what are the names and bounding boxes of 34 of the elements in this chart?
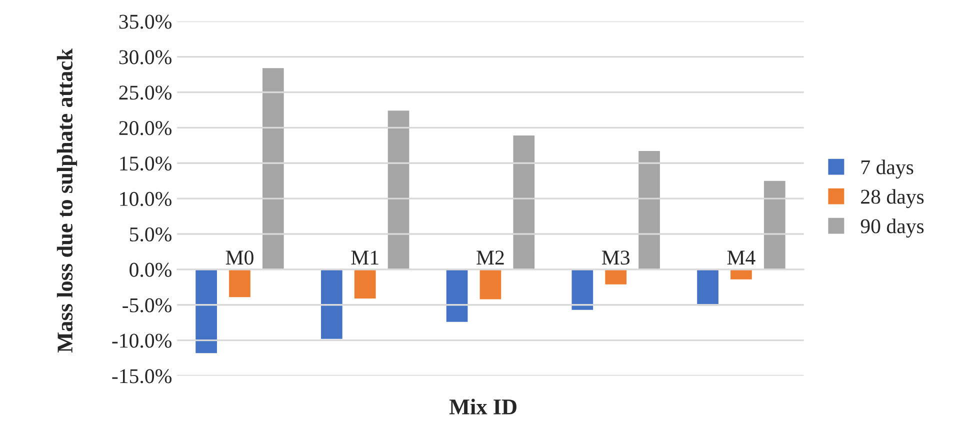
bar	[320, 268, 344, 340]
y-tick-label: 10.0%	[120, 192, 172, 206]
bar	[261, 66, 286, 270]
bar	[762, 179, 787, 270]
bar	[512, 134, 536, 270]
x-tick-label: M4	[727, 250, 756, 264]
x-tick-label: M2	[476, 250, 504, 264]
legend-label: 28 days	[861, 189, 924, 208]
y-axis-title: Mass loss due to sulphate attack	[56, 48, 78, 352]
bar	[353, 268, 378, 300]
bar	[696, 268, 720, 307]
bar	[478, 268, 503, 301]
y-tick-label: -10.0%	[112, 334, 172, 348]
y-tick-label: 0.0%	[130, 262, 172, 277]
x-axis-title: Mix ID	[449, 398, 516, 414]
y-tick-label: -15.0%	[112, 369, 172, 384]
bar	[637, 150, 662, 270]
bar	[386, 109, 411, 270]
y-tick-label: 15.0%	[120, 156, 172, 171]
x-tick-label: M0	[226, 250, 254, 265]
x-tick-label: M1	[351, 250, 378, 264]
y-tick-label: 5.0%	[130, 227, 172, 242]
y-tick-label: -5.0%	[122, 298, 172, 312]
bar	[444, 268, 470, 324]
y-tick-label: 20.0%	[119, 121, 172, 136]
x-tick-label: M3	[602, 250, 630, 265]
legend-label: 90 days	[860, 218, 924, 238]
y-tick-label: 35.0%	[119, 14, 172, 29]
bar	[194, 268, 218, 354]
y-tick-label: 30.0%	[119, 50, 172, 64]
bar	[228, 268, 252, 298]
y-tick-label: 25.0%	[119, 86, 172, 100]
legend-label: 7 days	[862, 160, 914, 179]
bar	[570, 268, 594, 312]
